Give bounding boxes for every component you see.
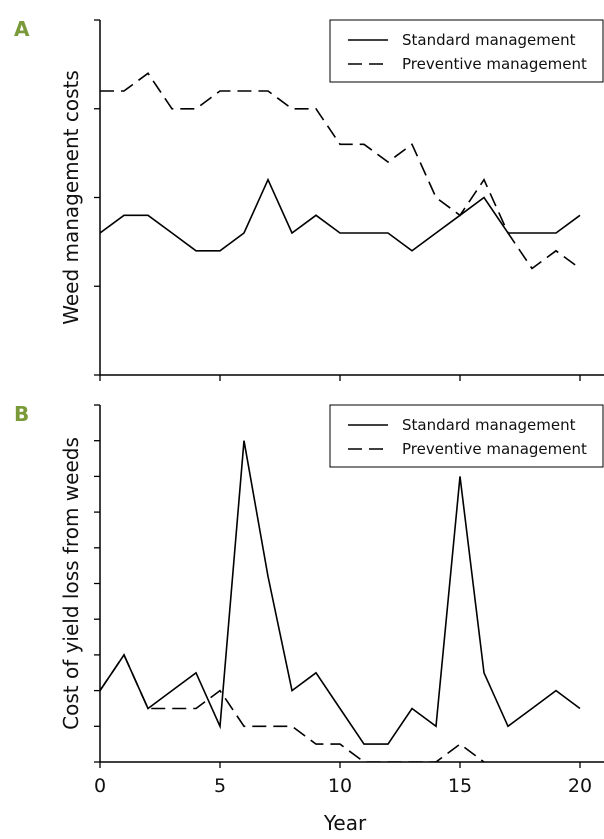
x-tick-label: 10 [328,775,352,797]
panel-label: A [14,17,30,41]
legend-label: Preventive management [402,440,587,458]
legend-label: Standard management [402,31,576,49]
series-line [100,653,485,762]
legend-label: Standard management [402,416,576,434]
x-axis-label: Year [323,811,367,835]
legend-label: Preventive management [402,55,587,73]
legend-box [329,19,604,83]
series-line [100,440,581,745]
panel-label: B [14,402,29,426]
y-axis-label: Weed management costs [59,70,83,325]
series-line [100,72,581,270]
series-line [100,177,581,252]
y-axis-label: Cost of yield loss from weeds [59,437,83,730]
x-tick-label: 5 [214,775,226,797]
x-tick-label: 0 [94,775,106,797]
x-tick-label: 15 [448,775,472,797]
legend-box [329,404,604,468]
x-tick-label: 20 [568,775,592,797]
